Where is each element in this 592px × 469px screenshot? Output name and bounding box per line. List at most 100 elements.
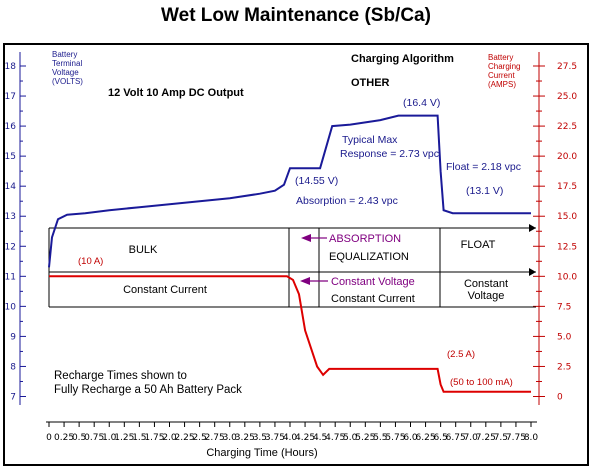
left-tick-label: 17 <box>5 92 16 102</box>
x-tick-label: 3.5 <box>253 433 267 443</box>
x-tick-label: 7.75 <box>506 433 526 443</box>
x-tick-label: 1.75 <box>144 433 164 443</box>
x-tick-label: 7.0 <box>464 433 479 443</box>
annotation-typical-max-1: Typical Max <box>342 134 398 146</box>
x-tick-label: 2.75 <box>205 433 225 443</box>
x-tick-label: 1.5 <box>132 433 146 443</box>
annotation-current-2-5: (2.5 A) <box>447 349 475 360</box>
annotation-absorption-vpc: Absorption = 2.43 vpc <box>296 195 398 207</box>
x-tick-label: 1.0 <box>102 433 117 443</box>
algorithm-header: Charging Algorithm <box>351 53 454 65</box>
right-y-axis-title: Battery Charging Current (AMPS) <box>488 53 520 89</box>
x-tick-label: 3.0 <box>223 433 238 443</box>
right-tick-label: 17.5 <box>557 182 577 192</box>
x-tick-label: 7.5 <box>494 433 508 443</box>
recharge-note-line-1: Recharge Times shown to <box>54 370 187 382</box>
left-tick-label: 13 <box>5 212 16 222</box>
annotation-voltage-absorption: (14.55 V) <box>295 175 338 187</box>
x-tick-label: 5.0 <box>343 433 358 443</box>
chart-title: Wet Low Maintenance (Sb/Ca) <box>161 5 431 26</box>
right-tick-label: 2.5 <box>557 362 571 372</box>
x-tick-label: 4.5 <box>313 433 327 443</box>
x-tick-label: 8.0 <box>524 433 539 443</box>
series-line-current <box>49 275 531 393</box>
left-tick-label: 8 <box>10 362 16 372</box>
x-tick-label: 5.25 <box>355 433 375 443</box>
phase-equalization: EQUALIZATION <box>329 251 409 263</box>
x-tick-label: 5.5 <box>373 433 387 443</box>
x-tick-label: 4.25 <box>295 433 315 443</box>
x-tick-label: 0.75 <box>84 433 104 443</box>
right-y-title-line: Current <box>488 71 515 80</box>
annotation-voltage-max: (16.4 V) <box>403 97 440 109</box>
x-tick-label: 0.5 <box>72 433 86 443</box>
left-tick-label: 15 <box>5 152 16 162</box>
phase-table: BULK ABSORPTION EQUALIZATION FLOAT Const… <box>48 224 536 308</box>
left-tick-label: 11 <box>5 272 16 282</box>
x-tick-label: 2.0 <box>162 433 177 443</box>
left-tick-label: 16 <box>5 122 17 132</box>
series-line-voltage <box>48 114 531 268</box>
left-y-title-line: (VOLTS) <box>52 77 83 86</box>
right-tick-label: 0 <box>557 393 563 403</box>
x-tick-label: 3.25 <box>235 433 255 443</box>
x-tick-label: 0.25 <box>54 433 74 443</box>
x-tick-label: 1.25 <box>114 433 134 443</box>
x-axis-title: Charging Time (Hours) <box>206 447 317 459</box>
right-y-title-line: Battery <box>488 53 513 62</box>
phase-constant-voltage-2b: Voltage <box>468 290 505 302</box>
row1-arrow-head <box>529 224 536 232</box>
right-tick-label: 15.0 <box>557 212 577 222</box>
row2-arrow-head <box>529 268 536 276</box>
right-y-title-line: (AMPS) <box>488 80 516 89</box>
annotation-float-vpc: Float = 2.18 vpc <box>446 161 521 173</box>
right-tick-label: 20.0 <box>557 152 577 162</box>
phase-constant-voltage-2a: Constant <box>464 278 508 290</box>
x-tick-label: 6.25 <box>416 433 436 443</box>
left-y-title-line: Voltage <box>52 68 79 77</box>
phase-constant-current-2: Constant Current <box>331 293 415 305</box>
x-tick-label: 6.5 <box>433 433 447 443</box>
x-tick-label: 6.75 <box>446 433 466 443</box>
right-y-title-line: Charging <box>488 62 520 71</box>
left-tick-label: 12 <box>5 242 16 252</box>
left-y-ticks: 7 8 9 10 11 12 13 14 15 16 17 18 <box>5 62 26 403</box>
annotation-typical-max-2: Response = 2.73 vpc <box>340 148 439 160</box>
left-y-title-line: Battery <box>52 50 77 59</box>
right-tick-label: 12.5 <box>557 242 577 252</box>
left-y-title-line: Terminal <box>52 59 82 68</box>
x-tick-label: 6.0 <box>403 433 418 443</box>
phase-constant-current: Constant Current <box>123 284 207 296</box>
algorithm-name: OTHER <box>351 77 390 89</box>
chart-subtitle: 12 Volt 10 Amp DC Output <box>108 87 244 99</box>
right-tick-label: 7.5 <box>557 302 571 312</box>
right-tick-label: 22.5 <box>557 122 577 132</box>
x-tick-label: 0 <box>46 433 52 443</box>
x-tick-label: 2.5 <box>192 433 206 443</box>
x-tick-label: 2.25 <box>175 433 195 443</box>
plot-frame <box>3 43 589 466</box>
x-tick-label: 5.75 <box>385 433 405 443</box>
phase-bulk: BULK <box>129 244 158 256</box>
annotation-float-voltage: (13.1 V) <box>466 185 503 197</box>
right-tick-label: 10.0 <box>557 272 577 282</box>
right-tick-label: 25.0 <box>557 92 577 102</box>
left-tick-label: 9 <box>10 332 16 342</box>
absorption-arrow-icon <box>301 234 311 242</box>
left-tick-label: 14 <box>5 182 17 192</box>
left-tick-label: 10 <box>5 302 17 312</box>
left-tick-label: 7 <box>10 393 16 403</box>
phase-constant-voltage: Constant Voltage <box>331 276 415 288</box>
phase-float: FLOAT <box>461 239 496 251</box>
recharge-note-line-2: Fully Recharge a 50 Ah Battery Pack <box>54 384 242 396</box>
x-tick-label: 4.0 <box>283 433 298 443</box>
right-tick-label: 5.0 <box>557 332 572 342</box>
annotation-current-float: (50 to 100 mA) <box>450 377 513 388</box>
left-y-axis-title: Battery Terminal Voltage (VOLTS) <box>52 50 83 86</box>
phase-absorption: ABSORPTION <box>329 233 401 245</box>
x-tick-label: 3.75 <box>265 433 285 443</box>
constant-voltage-arrow-icon <box>300 277 310 285</box>
left-tick-label: 18 <box>5 62 17 72</box>
